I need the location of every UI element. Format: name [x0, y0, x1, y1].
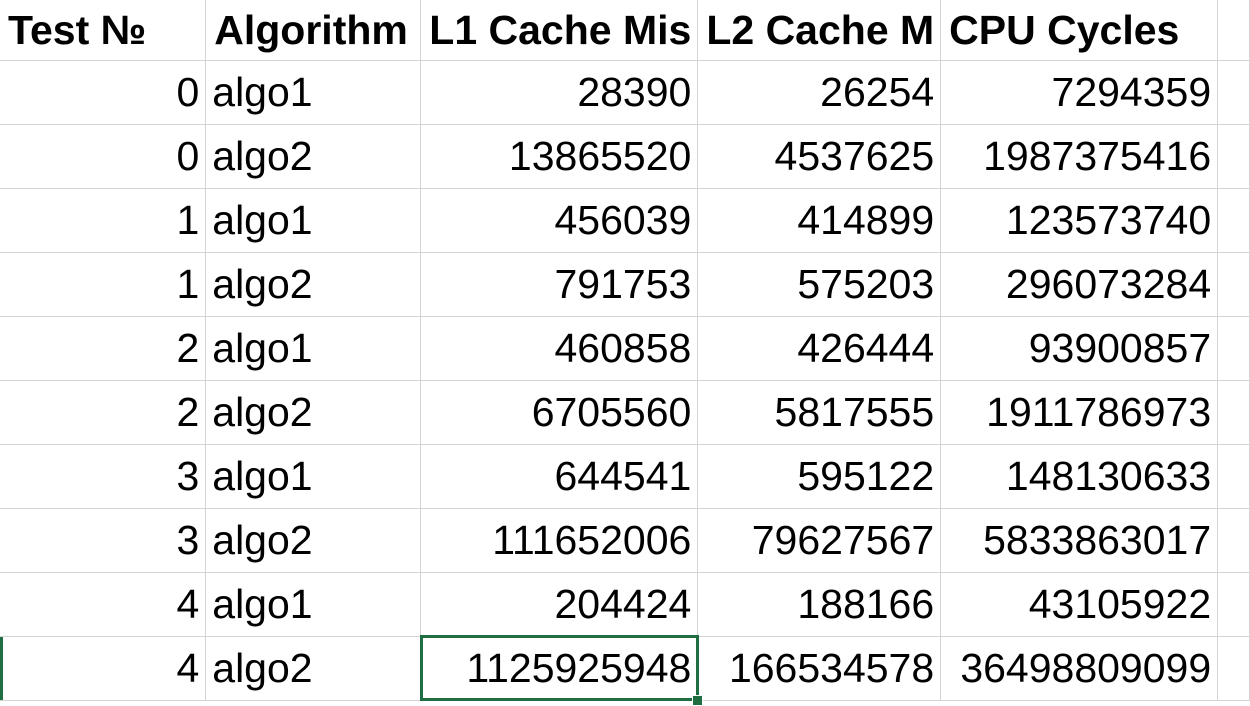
header-cell-empty[interactable] [1217, 0, 1250, 61]
cell-cpu-cycles[interactable]: 5833863017 [940, 508, 1219, 573]
cell-cpu-cycles[interactable]: 43105922 [940, 572, 1219, 637]
fill-handle[interactable] [692, 695, 703, 706]
cell-empty[interactable] [1217, 188, 1250, 253]
cell-empty[interactable] [1217, 508, 1250, 573]
cell-l1-cache-misses[interactable]: 791753 [420, 252, 699, 317]
header-cell-algorithm[interactable]: Algorithm [205, 0, 422, 61]
cell-empty[interactable] [1217, 444, 1250, 509]
cell-cpu-cycles[interactable]: 1911786973 [940, 380, 1219, 445]
table-row: 3 algo2 111652006 79627567 5833863017 [0, 508, 1250, 573]
cell-empty[interactable] [1217, 60, 1250, 125]
cell-l1-cache-misses[interactable]: 6705560 [420, 380, 699, 445]
cell-cpu-cycles[interactable]: 123573740 [940, 188, 1219, 253]
cell-l1-cache-misses[interactable]: 13865520 [420, 124, 699, 189]
table-row: 4 algo1 204424 188166 43105922 [0, 572, 1250, 637]
selected-cell-l1-cache-misses[interactable]: 1125925948 [419, 635, 699, 701]
cell-empty[interactable] [1217, 572, 1250, 637]
cell-test-no[interactable]: 1 [0, 188, 207, 253]
cell-empty[interactable] [1217, 636, 1250, 701]
cell-l2-cache-misses[interactable]: 188166 [697, 572, 942, 637]
header-cell-cpu-cycles[interactable]: CPU Cycles [940, 0, 1219, 61]
cell-l2-cache-misses[interactable]: 79627567 [697, 508, 942, 573]
cell-test-no[interactable]: 0 [0, 60, 207, 125]
cell-empty[interactable] [1217, 124, 1250, 189]
cell-l1-cache-misses[interactable]: 204424 [420, 572, 699, 637]
cell-l2-cache-misses[interactable]: 5817555 [697, 380, 942, 445]
cell-cpu-cycles[interactable]: 296073284 [940, 252, 1219, 317]
cell-test-no[interactable]: 4 [0, 636, 207, 701]
cell-l1-cache-misses[interactable]: 111652006 [420, 508, 699, 573]
cell-cpu-cycles[interactable]: 93900857 [940, 316, 1219, 381]
cell-empty[interactable] [1217, 316, 1250, 381]
cell-empty[interactable] [1217, 252, 1250, 317]
table-row: 2 algo1 460858 426444 93900857 [0, 316, 1250, 381]
table-row: 4 algo2 1125925948 166534578 36498809099 [0, 635, 1250, 701]
table-row: 0 algo2 13865520 4537625 1987375416 [0, 124, 1250, 189]
cell-test-no[interactable]: 2 [0, 316, 207, 381]
cell-l2-cache-misses[interactable]: 26254 [697, 60, 942, 125]
cell-test-no[interactable]: 0 [0, 124, 207, 189]
cell-algorithm[interactable]: algo1 [205, 188, 422, 253]
cell-l1-cache-misses[interactable]: 456039 [420, 188, 699, 253]
cell-cpu-cycles[interactable]: 7294359 [940, 60, 1219, 125]
cell-algorithm[interactable]: algo1 [205, 60, 422, 125]
selected-row-marker [0, 637, 3, 700]
cell-cpu-cycles[interactable]: 36498809099 [940, 636, 1219, 701]
cell-cpu-cycles[interactable]: 1987375416 [940, 124, 1219, 189]
cell-l2-cache-misses[interactable]: 575203 [697, 252, 942, 317]
cell-cpu-cycles[interactable]: 148130633 [940, 444, 1219, 509]
cell-test-no[interactable]: 1 [0, 252, 207, 317]
cell-algorithm[interactable]: algo2 [205, 636, 422, 701]
table-row: 0 algo1 28390 26254 7294359 [0, 60, 1250, 125]
table-row: 2 algo2 6705560 5817555 1911786973 [0, 380, 1250, 445]
cell-l2-cache-misses[interactable]: 166534578 [697, 636, 942, 701]
cell-l1-cache-misses[interactable]: 460858 [420, 316, 699, 381]
header-cell-l2-cache-misses[interactable]: L2 Cache M [697, 0, 942, 61]
cell-algorithm[interactable]: algo2 [205, 380, 422, 445]
cell-l1-cache-misses[interactable]: 644541 [420, 444, 699, 509]
table-row: 1 algo2 791753 575203 296073284 [0, 252, 1250, 317]
cell-algorithm[interactable]: algo2 [205, 124, 422, 189]
cell-l2-cache-misses[interactable]: 414899 [697, 188, 942, 253]
table-row: 3 algo1 644541 595122 148130633 [0, 444, 1250, 509]
cell-l2-cache-misses[interactable]: 4537625 [697, 124, 942, 189]
cell-l2-cache-misses[interactable]: 595122 [697, 444, 942, 509]
cell-algorithm[interactable]: algo1 [205, 316, 422, 381]
cell-test-no[interactable]: 4 [0, 572, 207, 637]
header-cell-l1-cache-misses[interactable]: L1 Cache Mis [420, 0, 699, 61]
cell-l2-cache-misses[interactable]: 426444 [697, 316, 942, 381]
cell-l1-cache-misses[interactable]: 28390 [420, 60, 699, 125]
cell-empty[interactable] [1217, 380, 1250, 445]
header-row: Test № Algorithm L1 Cache Mis L2 Cache M… [0, 0, 1250, 61]
cell-test-no[interactable]: 2 [0, 380, 207, 445]
table-row: 1 algo1 456039 414899 123573740 [0, 188, 1250, 253]
cell-algorithm[interactable]: algo1 [205, 572, 422, 637]
cell-algorithm[interactable]: algo1 [205, 444, 422, 509]
cell-algorithm[interactable]: algo2 [205, 252, 422, 317]
cell-algorithm[interactable]: algo2 [205, 508, 422, 573]
cell-test-no[interactable]: 3 [0, 508, 207, 573]
header-cell-test-no[interactable]: Test № [0, 0, 207, 61]
cell-test-no[interactable]: 3 [0, 444, 207, 509]
